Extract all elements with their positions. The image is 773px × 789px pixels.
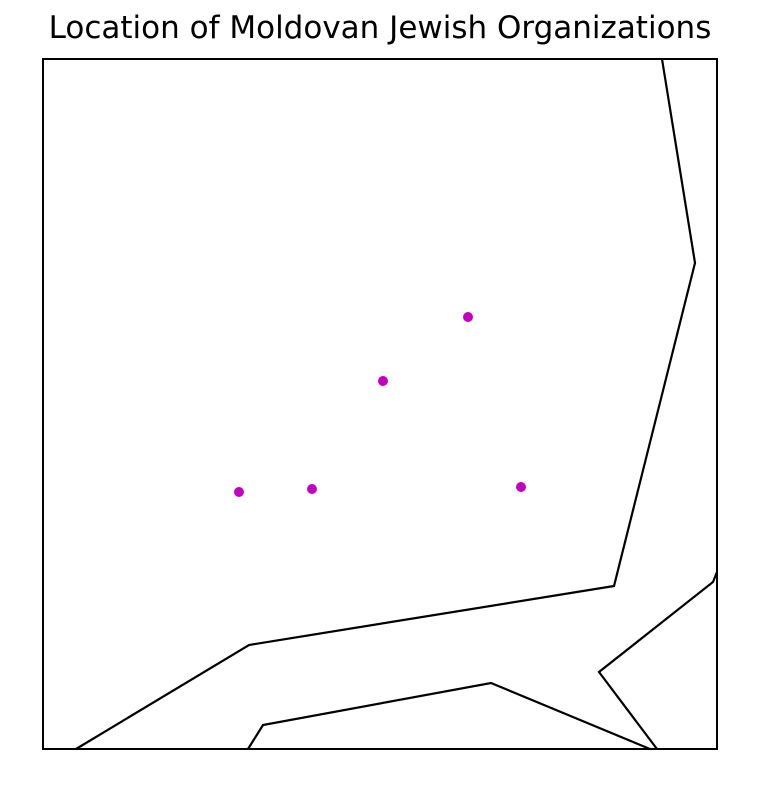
organization-marker[interactable] (307, 484, 317, 494)
country-borders (75, 58, 719, 751)
organization-markers (234, 312, 526, 497)
border-line-south (247, 681, 651, 751)
organization-marker[interactable] (516, 482, 526, 492)
organization-marker[interactable] (234, 487, 244, 497)
map-frame (42, 58, 718, 750)
organization-marker[interactable] (378, 376, 388, 386)
border-line-southeast (597, 571, 719, 750)
border-line-east (75, 58, 697, 750)
organization-marker[interactable] (463, 312, 473, 322)
map-title: Location of Moldovan Jewish Organization… (48, 10, 712, 46)
